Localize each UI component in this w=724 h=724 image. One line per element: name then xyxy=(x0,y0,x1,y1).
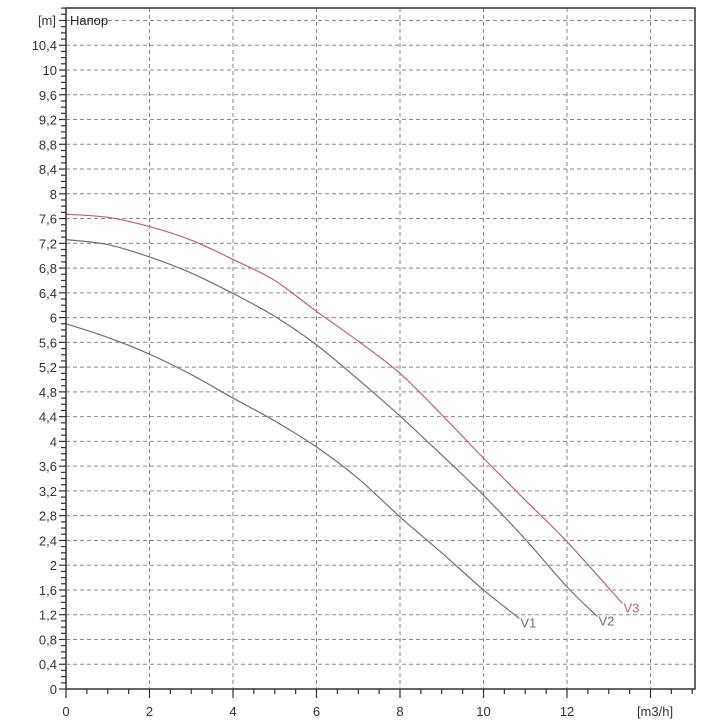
y-tick-label: 8 xyxy=(50,187,57,202)
x-tick-label: 6 xyxy=(313,704,320,719)
x-tick-label: 10 xyxy=(476,704,490,719)
y-tick-label: 6,8 xyxy=(39,261,57,276)
y-tick-label: 0,4 xyxy=(39,657,57,672)
y-tick-label: 0 xyxy=(50,682,57,697)
y-tick-label: 9,2 xyxy=(39,113,57,128)
curve-label-v3: V3 xyxy=(624,601,640,616)
y-tick-label: 3,2 xyxy=(39,484,57,499)
y-tick-label: 4 xyxy=(50,434,57,449)
curve-v2 xyxy=(65,239,598,618)
chart-title: Напор xyxy=(70,13,108,28)
x-tick-label: 4 xyxy=(229,704,236,719)
y-tick-label: 5,2 xyxy=(39,360,57,375)
y-tick-label: 5,6 xyxy=(39,335,57,350)
y-tick-label: 9,6 xyxy=(39,88,57,103)
y-tick-label: 2,8 xyxy=(39,509,57,524)
curve-v1 xyxy=(65,323,520,619)
y-tick-label: 6 xyxy=(50,311,57,326)
curve-label-v1: V1 xyxy=(520,615,536,630)
y-tick-label: 10 xyxy=(43,63,57,78)
pump-curves: V1 V2 V3 xyxy=(65,213,640,630)
x-tick-label: 0 xyxy=(62,704,69,719)
x-tick-label: 8 xyxy=(396,704,403,719)
y-tick-label: 2,4 xyxy=(39,533,57,548)
axes: 0 0,4 0,8 1,2 1,6 2 2,4 2,8 3,2 3,6 4 4,4 4,8 5,2 5,6 6… xyxy=(32,7,696,719)
y-tick-label: 4,4 xyxy=(39,410,57,425)
y-axis-unit-label: [m] xyxy=(38,13,56,28)
y-tick-label: 10,4 xyxy=(32,38,57,53)
curve-label-v2: V2 xyxy=(598,614,614,629)
y-tick-label: 3,6 xyxy=(39,459,57,474)
y-tick-label: 0,8 xyxy=(39,632,57,647)
curve-v3 xyxy=(65,213,623,604)
plot-frame xyxy=(65,7,696,690)
y-tick-label: 8,8 xyxy=(39,137,57,152)
x-axis-unit-label: [m3/h] xyxy=(637,704,673,719)
y-tick-label: 1,2 xyxy=(39,608,57,623)
x-tick-label: 12 xyxy=(560,704,574,719)
y-tick-label: 6,4 xyxy=(39,286,57,301)
y-tick-label: 7,2 xyxy=(39,236,57,251)
y-tick-label: 2 xyxy=(50,558,57,573)
y-tick-label: 8,4 xyxy=(39,162,57,177)
y-tick-label: 7,6 xyxy=(39,212,57,227)
y-tick-label: 1,6 xyxy=(39,583,57,598)
grid-lines xyxy=(66,8,695,689)
x-tick-label: 2 xyxy=(146,704,153,719)
y-tick-label: 4,8 xyxy=(39,385,57,400)
